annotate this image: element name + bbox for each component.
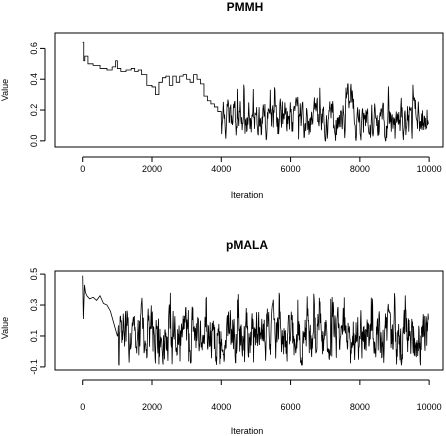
y-tick-label: -0.1	[29, 359, 39, 375]
series-trace	[82, 41, 429, 142]
x-axis-title: Iteration	[231, 426, 264, 436]
y-axis-title: Value	[0, 317, 10, 339]
x-tick-label: 4000	[211, 164, 231, 174]
x-tick-label: 2000	[142, 402, 162, 412]
y-tick-label: 0.2	[29, 104, 39, 117]
x-axis-title: Iteration	[231, 190, 264, 200]
y-axis: 0.0 0.2 0.4 0.6	[29, 42, 46, 148]
x-tick-label: 0	[80, 402, 85, 412]
x-tick-label: 4000	[211, 402, 231, 412]
y-tick-label: 0.4	[29, 73, 39, 86]
y-tick-label: 0.0	[29, 135, 39, 148]
chart-title: pMALA	[226, 238, 268, 252]
x-tick-label: 6000	[281, 164, 301, 174]
x-axis: 0 2000 4000 6000 8000 10000	[80, 156, 442, 174]
x-tick-label: 2000	[142, 164, 162, 174]
x-tick-label: 6000	[281, 402, 301, 412]
chart-title: PMMH	[227, 0, 264, 14]
x-tick-label: 8000	[350, 402, 370, 412]
chart-panel-pmmh: PMMH 0 2000 4000 6000 8000 10000 0.0 0.2 0.4 0.6…	[0, 0, 444, 200]
x-axis: 0 2000 4000 6000 8000 10000	[80, 379, 442, 412]
x-tick-label: 10000	[417, 402, 442, 412]
chart-panel-pmala: pMALA 0 2000 4000 6000 8000 10000 -0.1 0.1 0.3 0…	[0, 238, 444, 436]
x-tick-label: 0	[80, 164, 85, 174]
y-axis-title: Value	[0, 79, 10, 101]
y-tick-label: 0.3	[29, 299, 39, 312]
x-tick-label: 10000	[417, 164, 442, 174]
y-tick-label: 0.6	[29, 42, 39, 55]
x-tick-label: 8000	[350, 164, 370, 174]
y-axis: -0.1 0.1 0.3 0.5	[29, 268, 46, 375]
y-tick-label: 0.1	[29, 330, 39, 343]
y-tick-label: 0.5	[29, 268, 39, 281]
series-trace	[82, 275, 429, 366]
plot-frame	[54, 270, 444, 371]
plot-frame	[54, 32, 444, 148]
